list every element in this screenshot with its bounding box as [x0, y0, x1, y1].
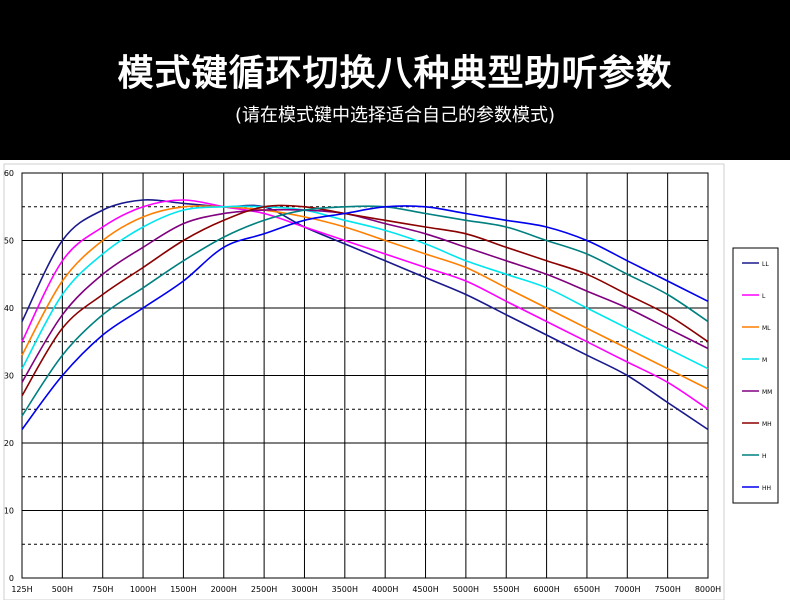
y-tick-label: 40 — [4, 304, 14, 313]
x-tick-label: 7000H — [614, 585, 640, 594]
x-tick-label: 6000H — [533, 585, 559, 594]
x-tick-label: 1000H — [130, 585, 156, 594]
y-tick-label: 0 — [9, 574, 14, 583]
legend-label-m: M — [762, 357, 767, 364]
series-line-mh — [21, 204, 709, 397]
legend-label-ll: LL — [762, 261, 769, 268]
banner-subtitle: (请在模式键中选择适合自己的参数模式) — [234, 105, 556, 126]
legend-label-h: H — [762, 453, 767, 460]
x-tick-label: 6500H — [574, 585, 600, 594]
x-tick-label: 2500H — [251, 585, 277, 594]
series-layer — [21, 198, 709, 431]
frequency-response-chart: 0 10 20 30 40 50 60 125H 500H 750H 1000H 1500H 2000… — [3, 163, 779, 601]
legend-label-l: L — [762, 293, 766, 300]
series-line-h — [21, 205, 709, 417]
plot-frame — [21, 172, 709, 579]
y-tick-labels: 0 10 20 30 40 50 60 — [4, 169, 14, 583]
series-line-m — [21, 205, 709, 370]
legend-box — [732, 247, 779, 504]
chart-outer-frame — [3, 163, 725, 601]
series-line-ml — [21, 205, 709, 390]
legend-label-mh: MH — [762, 421, 772, 428]
x-tick-label: 1500H — [170, 585, 196, 594]
y-tick-label: 30 — [4, 372, 14, 381]
chart-area: 0 10 20 30 40 50 60 125H 500H 750H 1000H 1500H 2000… — [0, 160, 790, 601]
banner-title: 模式键循环切换八种典型助听参数 — [117, 53, 673, 94]
legend-label-ml: ML — [762, 325, 771, 332]
x-tick-label: 3500H — [332, 585, 358, 594]
x-tick-label: 500H — [52, 585, 73, 594]
y-tick-label: 60 — [4, 169, 14, 178]
x-tick-label: 125H — [11, 585, 32, 594]
y-tick-label: 10 — [4, 507, 14, 516]
series-line-hh — [21, 205, 709, 430]
series-line-ll — [21, 198, 709, 431]
x-tick-label: 7500H — [654, 585, 680, 594]
x-tick-label: 5000H — [453, 585, 479, 594]
y-tick-label: 50 — [4, 237, 14, 246]
x-tick-label: 5500H — [493, 585, 519, 594]
y-tick-label: 20 — [4, 439, 14, 448]
x-tick-label: 4500H — [412, 585, 438, 594]
series-line-mm — [21, 208, 709, 383]
grid-layer — [22, 173, 708, 578]
legend-label-hh: HH — [762, 485, 771, 492]
legend-label-mm: MM — [762, 389, 772, 396]
x-tick-label: 3000H — [291, 585, 317, 594]
series-line-l — [21, 199, 709, 410]
x-tick-label: 8000H — [695, 585, 721, 594]
x-tick-label: 4000H — [372, 585, 398, 594]
x-tick-label: 2000H — [211, 585, 237, 594]
header-banner: 模式键循环切换八种典型助听参数 (请在模式键中选择适合自己的参数模式) — [0, 0, 790, 160]
x-tick-label: 750H — [92, 585, 113, 594]
x-tick-labels: 125H 500H 750H 1000H 1500H 2000H 2500H 3000H 350… — [11, 585, 721, 594]
